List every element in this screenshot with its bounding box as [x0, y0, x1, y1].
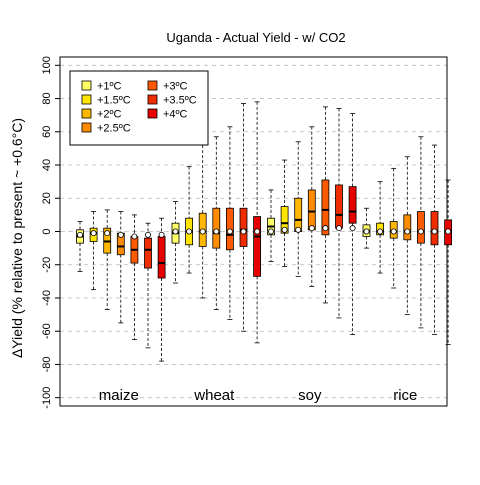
mean-marker — [172, 228, 179, 235]
crop-label: maize — [99, 387, 139, 404]
box — [348, 186, 357, 224]
box — [430, 211, 439, 246]
mean-marker — [404, 228, 411, 235]
mean-marker — [377, 228, 384, 235]
mean-marker — [254, 228, 261, 235]
mean-marker — [240, 228, 247, 235]
mean-marker — [104, 230, 111, 237]
legend-label: +1ºC — [97, 81, 122, 93]
y-tick-label: -60 — [41, 323, 53, 339]
box — [280, 206, 289, 234]
legend-swatch — [147, 80, 158, 91]
mean-marker — [131, 233, 138, 240]
box — [253, 216, 262, 277]
mean-marker — [144, 231, 151, 238]
box — [294, 197, 303, 232]
mean-marker — [186, 228, 193, 235]
mean-marker — [158, 231, 165, 238]
mean-marker — [77, 231, 84, 238]
crop-label: soy — [298, 387, 322, 404]
legend-swatch — [147, 94, 158, 105]
y-tick-label: -40 — [41, 290, 53, 306]
mean-marker — [295, 226, 302, 233]
y-tick-label: 100 — [41, 56, 53, 74]
legend-swatch — [81, 80, 92, 91]
legend-swatch — [81, 108, 92, 119]
crop-label: rice — [393, 387, 417, 404]
box — [321, 179, 330, 236]
box — [307, 189, 316, 231]
mean-marker — [335, 225, 342, 232]
box — [144, 237, 152, 269]
y-tick-label: 80 — [41, 92, 53, 104]
box — [212, 207, 221, 249]
y-axis-label: ΔYield (% relative to present ~ +0.6°C) — [9, 118, 25, 358]
legend-label: +2ºC — [97, 109, 122, 121]
y-tick-label: -80 — [41, 356, 53, 372]
legend-label: +1.5ºC — [97, 95, 131, 107]
legend-swatch — [147, 108, 158, 119]
mean-marker — [267, 228, 274, 235]
mean-marker — [349, 225, 356, 232]
mean-marker — [213, 228, 220, 235]
mean-marker — [117, 231, 124, 238]
legend-box — [69, 70, 209, 146]
mean-marker — [199, 228, 206, 235]
mean-marker — [390, 228, 397, 235]
y-tick-label: 60 — [41, 126, 53, 138]
mean-marker — [226, 228, 233, 235]
y-tick-label: -100 — [41, 387, 53, 409]
box — [416, 211, 425, 244]
mean-marker — [322, 225, 329, 232]
crop-label: wheat — [193, 387, 235, 404]
legend-label: +2.5ºC — [97, 123, 131, 135]
box — [239, 207, 248, 247]
y-tick-label: 20 — [41, 192, 53, 204]
legend-swatch — [81, 122, 92, 133]
chart-title: Uganda - Actual Yield - w/ CO2 — [166, 30, 345, 45]
legend-label: +3ºC — [163, 81, 188, 93]
legend-label: +3.5ºC — [163, 95, 197, 107]
y-tick-label: 0 — [41, 228, 53, 234]
y-tick-label: 40 — [41, 159, 53, 171]
mean-marker — [417, 228, 424, 235]
mean-marker — [308, 225, 315, 232]
mean-marker — [445, 228, 452, 235]
legend-label: +4ºC — [163, 109, 188, 121]
mean-marker — [431, 228, 438, 235]
box — [403, 214, 412, 241]
mean-marker — [363, 228, 370, 235]
legend-swatch — [81, 94, 92, 105]
mean-marker — [281, 226, 288, 233]
y-tick-label: -20 — [41, 257, 53, 273]
mean-marker — [90, 230, 97, 237]
box — [335, 184, 343, 229]
box — [157, 236, 166, 279]
